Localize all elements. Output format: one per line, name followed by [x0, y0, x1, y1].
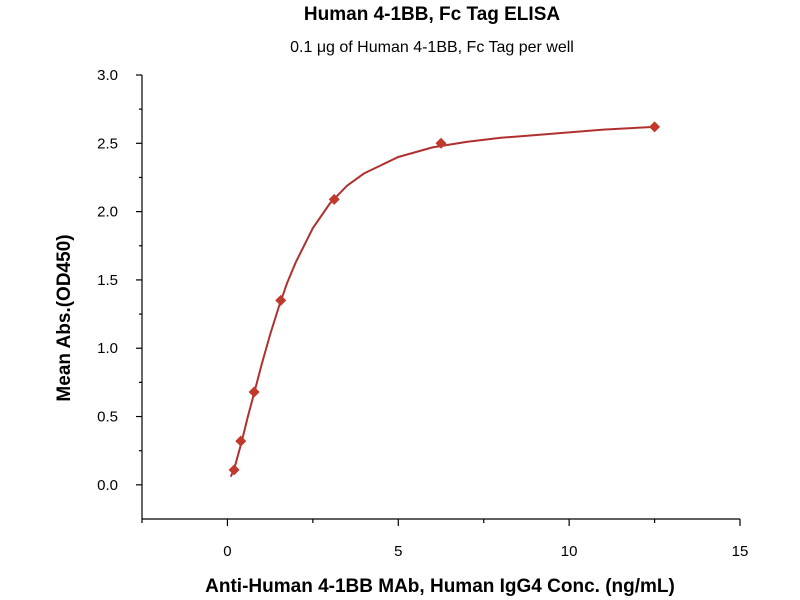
data-point [275, 294, 287, 306]
y-tick-label: 0.0 [97, 477, 118, 494]
x-tick-label: 15 [732, 543, 749, 560]
fit-curve [229, 125, 655, 477]
data-point [649, 121, 661, 133]
x-tick-label: 10 [561, 543, 578, 560]
chart-subtitle: 0.1 μg of Human 4-1BB, Fc Tag per well [290, 39, 574, 56]
x-tick-label: 0 [223, 543, 231, 560]
data-point [235, 435, 247, 447]
y-axis: 0.0 0.5 1.0 1.5 2.0 2.5 3.0 [97, 67, 143, 519]
y-tick-label: 0.5 [97, 409, 118, 426]
y-tick-label: 1.0 [97, 340, 118, 357]
y-tick-label: 3.0 [97, 67, 118, 84]
y-tick-label: 2.5 [97, 135, 118, 152]
x-axis: 0 5 10 15 [141, 518, 749, 560]
data-point [228, 464, 240, 476]
fit-curve-layer [229, 125, 655, 477]
y-tick-label: 2.0 [97, 204, 118, 221]
chart-title: Human 4-1BB, Fc Tag ELISA [304, 4, 560, 25]
x-axis-label: Anti-Human 4-1BB MAb, Human IgG4 Conc. (… [205, 576, 675, 597]
x-tick-label: 5 [394, 543, 402, 560]
data-points [228, 121, 661, 476]
data-point [328, 193, 340, 205]
y-axis-label: Mean Abs.(OD450) [54, 234, 75, 401]
data-point [435, 137, 447, 149]
data-point [248, 386, 260, 398]
y-tick-label: 1.5 [97, 272, 118, 289]
